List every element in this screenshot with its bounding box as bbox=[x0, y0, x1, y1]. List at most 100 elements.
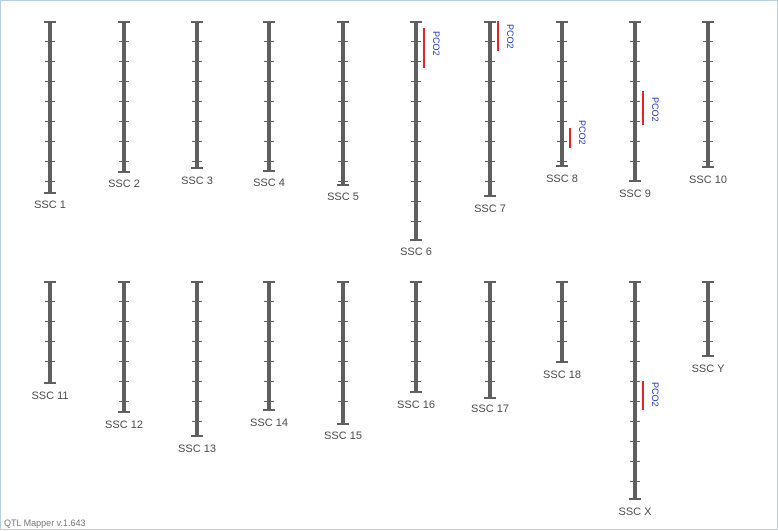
chromosome-top-cap bbox=[44, 21, 56, 23]
marker-tick bbox=[485, 81, 495, 82]
chromosome-bottom-cap bbox=[629, 180, 641, 182]
chromosome-label: SSC 3 bbox=[181, 175, 213, 187]
chromosome-label: SSC 4 bbox=[253, 177, 285, 189]
chromosome-bar bbox=[195, 21, 199, 169]
marker-tick bbox=[411, 361, 421, 362]
marker-tick bbox=[411, 81, 421, 82]
marker-tick bbox=[557, 61, 567, 62]
chromosome-ssc-14[interactable]: SSC 14 bbox=[250, 281, 288, 429]
marker-tick bbox=[630, 81, 640, 82]
chromosome-top-cap bbox=[556, 21, 568, 23]
marker-tick bbox=[485, 61, 495, 62]
chromosome-ssc-9[interactable]: SSC 9 PCO2 bbox=[619, 21, 660, 200]
marker-tick bbox=[192, 421, 202, 422]
marker-tick bbox=[485, 161, 495, 162]
marker-tick bbox=[630, 381, 640, 382]
marker-tick bbox=[703, 341, 713, 342]
chromosome-ssc-18[interactable]: SSC 18 bbox=[543, 281, 581, 381]
chromosome-top-cap bbox=[484, 281, 496, 283]
chromosome-ssc-x[interactable]: SSC X PCO2 bbox=[618, 281, 660, 518]
chromosome-top-cap bbox=[702, 21, 714, 23]
marker-tick bbox=[411, 221, 421, 222]
chromosome-ssc-10[interactable]: SSC 10 bbox=[689, 21, 727, 186]
chromosome-label: SSC 2 bbox=[108, 178, 140, 190]
chromosome-ssc-8[interactable]: SSC 8 PCO2 bbox=[546, 21, 587, 185]
chromosome-label: SSC 7 bbox=[474, 203, 506, 215]
qtl-pco2[interactable]: PCO2 bbox=[569, 120, 587, 148]
qtl-pco2[interactable]: PCO2 bbox=[642, 91, 660, 125]
marker-tick bbox=[192, 161, 202, 162]
chromosome-bottom-cap bbox=[629, 498, 641, 500]
marker-tick bbox=[485, 141, 495, 142]
chromosome-bottom-cap bbox=[337, 423, 349, 425]
chromosome-ssc-2[interactable]: SSC 2 bbox=[108, 21, 140, 190]
qtl-pco2[interactable]: PCO2 bbox=[642, 381, 660, 410]
chromosome-ssc-4[interactable]: SSC 4 bbox=[253, 21, 285, 189]
chromosome-top-cap bbox=[191, 281, 203, 283]
chromosome-ssc-11[interactable]: SSC 11 bbox=[31, 281, 69, 402]
marker-tick bbox=[264, 141, 274, 142]
chromosome-bottom-cap bbox=[410, 239, 422, 241]
chromosome-ssc-6[interactable]: SSC 6 PCO2 bbox=[400, 21, 441, 258]
chromosome-bar bbox=[195, 281, 199, 437]
qtl-pco2[interactable]: PCO2 bbox=[423, 28, 441, 68]
chromosome-ssc-13[interactable]: SSC 13 bbox=[178, 281, 216, 455]
qtl-bar[interactable] bbox=[497, 21, 499, 51]
marker-tick bbox=[630, 101, 640, 102]
chromosome-top-cap bbox=[337, 21, 349, 23]
marker-tick bbox=[192, 141, 202, 142]
marker-tick bbox=[485, 321, 495, 322]
marker-tick bbox=[192, 121, 202, 122]
chromosome-ssc-7[interactable]: SSC 7 PCO2 bbox=[474, 21, 515, 215]
chromosome-bottom-cap bbox=[44, 382, 56, 384]
marker-tick bbox=[630, 461, 640, 462]
marker-tick bbox=[557, 141, 567, 142]
chromosome-ssc-3[interactable]: SSC 3 bbox=[181, 21, 213, 187]
chromosome-label: SSC Y bbox=[692, 363, 725, 375]
marker-tick bbox=[119, 401, 129, 402]
chromosome-ssc-5[interactable]: SSC 5 bbox=[327, 21, 359, 203]
chromosome-bar bbox=[122, 21, 126, 173]
marker-tick bbox=[45, 321, 55, 322]
marker-tick bbox=[630, 481, 640, 482]
chromosome-ssc-16[interactable]: SSC 16 bbox=[397, 281, 435, 411]
chromosome-bar bbox=[633, 281, 637, 500]
qtl-bar[interactable] bbox=[423, 28, 425, 68]
chromosome-ssc-12[interactable]: SSC 12 bbox=[105, 281, 143, 431]
marker-tick bbox=[119, 161, 129, 162]
marker-tick bbox=[264, 121, 274, 122]
chromosome-label: SSC 5 bbox=[327, 191, 359, 203]
marker-tick bbox=[557, 321, 567, 322]
chromosome-label: SSC 17 bbox=[471, 403, 509, 415]
chromosome-ssc-1[interactable]: SSC 1 bbox=[34, 21, 66, 211]
marker-tick bbox=[485, 341, 495, 342]
chromosome-bar bbox=[341, 281, 345, 425]
chromosome-bar bbox=[48, 21, 52, 194]
chromosome-top-cap bbox=[484, 21, 496, 23]
chromosome-ssc-15[interactable]: SSC 15 bbox=[324, 281, 362, 442]
marker-tick bbox=[338, 301, 348, 302]
chromosome-top-cap bbox=[263, 281, 275, 283]
marker-tick bbox=[557, 81, 567, 82]
chromosome-top-cap bbox=[410, 281, 422, 283]
marker-tick bbox=[45, 141, 55, 142]
qtl-bar[interactable] bbox=[642, 91, 644, 125]
qtl-pco2[interactable]: PCO2 bbox=[497, 21, 515, 51]
qtl-bar[interactable] bbox=[642, 381, 644, 410]
marker-tick bbox=[192, 321, 202, 322]
marker-tick bbox=[338, 101, 348, 102]
marker-tick bbox=[119, 81, 129, 82]
marker-tick bbox=[338, 121, 348, 122]
marker-tick bbox=[264, 161, 274, 162]
chromosome-top-cap bbox=[337, 281, 349, 283]
marker-tick bbox=[45, 341, 55, 342]
qtl-bar[interactable] bbox=[569, 128, 571, 148]
chromosome-bar bbox=[48, 281, 52, 384]
chromosome-bottom-cap bbox=[410, 391, 422, 393]
marker-tick bbox=[557, 341, 567, 342]
marker-tick bbox=[192, 61, 202, 62]
marker-tick bbox=[630, 161, 640, 162]
chromosome-ssc-17[interactable]: SSC 17 bbox=[471, 281, 509, 415]
chromosome-ssc-y[interactable]: SSC Y bbox=[692, 281, 725, 375]
